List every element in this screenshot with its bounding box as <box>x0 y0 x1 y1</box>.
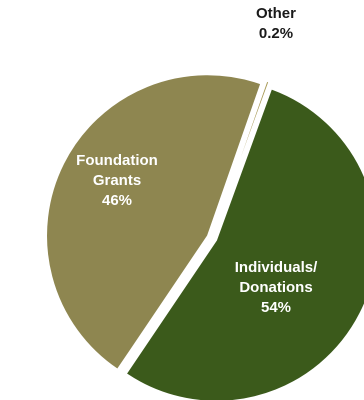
pie-labels: Individuals/Donations 54% Foundation Grants… <box>76 5 318 316</box>
slice-label-foundation-grants: Foundation Grants 46% <box>76 152 158 209</box>
slice-value-label: 54% <box>261 299 291 316</box>
slice-value-label: 0.2% <box>259 25 293 42</box>
slice-name-label: Foundation <box>76 152 158 169</box>
slice-label-other: Other 0.2% <box>256 5 296 42</box>
slice-name-label: Other <box>256 5 296 22</box>
slice-name-label: Grants <box>93 172 141 189</box>
pie-slice-individuals-donations <box>125 88 364 400</box>
pie-slices <box>46 74 364 400</box>
pie-slice-foundation-grants <box>46 74 262 370</box>
pie-slice-other <box>213 80 270 234</box>
slice-name-label: Individuals/ <box>235 259 318 276</box>
slice-value-label: 46% <box>102 192 132 209</box>
slice-label-individuals-donations: Individuals/Donations 54% <box>235 259 318 316</box>
slice-name-label: Donations <box>239 279 312 296</box>
